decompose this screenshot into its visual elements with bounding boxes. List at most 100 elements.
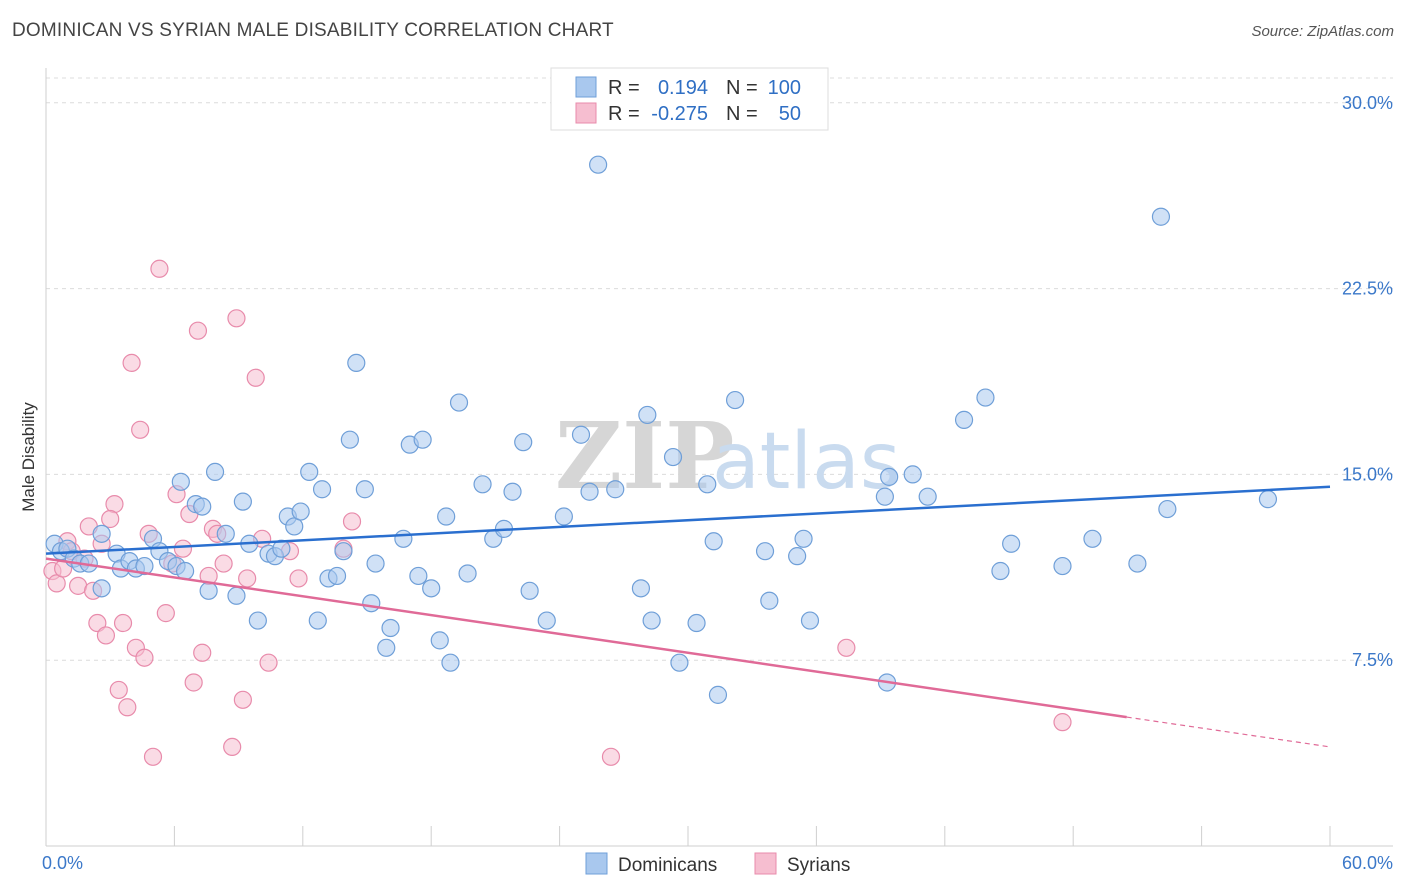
- legend-r-value-2: -0.275: [651, 103, 708, 125]
- dominicans-point: [355, 480, 374, 499]
- legend-r-value-1: 0.194: [658, 77, 708, 99]
- legend-n-label-1: N =: [726, 77, 758, 99]
- dominicans-point: [687, 613, 706, 633]
- syrians-point: [113, 613, 133, 633]
- syrians-point: [131, 420, 150, 439]
- dominicans-point: [233, 492, 252, 511]
- bottom-legend: Dominicans Syrians: [585, 852, 850, 876]
- dominicans-point: [216, 524, 235, 543]
- syrians-point: [601, 747, 621, 766]
- dominicans-point: [449, 393, 469, 412]
- syrians-point: [173, 539, 193, 558]
- y-axis-title: Male Disability: [19, 402, 38, 512]
- x-tick-label-max: 60.0%: [1342, 853, 1393, 873]
- dominicans-point: [1128, 554, 1147, 573]
- dominicans-point: [503, 482, 522, 501]
- dominicans-point: [409, 566, 428, 586]
- syrians-point: [118, 698, 137, 717]
- dominicans-point: [473, 475, 492, 494]
- dominicans-point: [875, 487, 894, 506]
- dominicans-point: [1151, 207, 1171, 226]
- dominicans-point: [537, 611, 556, 630]
- legend-n-label-2: N =: [726, 103, 758, 125]
- dominicans-point: [520, 581, 539, 600]
- syrians-point: [184, 673, 203, 692]
- bottom-legend-dominicans: Dominicans: [618, 855, 717, 876]
- dominicans-point: [227, 586, 246, 605]
- bottom-legend-swatch-dominicans: [585, 852, 608, 875]
- axes: [45, 68, 1393, 847]
- dominicans-point: [92, 579, 111, 598]
- dominicans-point: [880, 467, 899, 486]
- syrians-point: [223, 737, 242, 757]
- dominicans-point: [422, 579, 441, 598]
- bottom-legend-syrians: Syrians: [787, 855, 850, 876]
- syrians-point: [214, 554, 233, 573]
- dominicans-point: [347, 353, 366, 373]
- dominicans-point: [394, 529, 413, 548]
- syrians-point: [289, 569, 308, 588]
- syrians-point: [233, 690, 252, 709]
- syrians-point: [837, 638, 856, 657]
- dominicans-point: [441, 653, 460, 672]
- dominicans-point: [171, 472, 190, 491]
- dominicans-point: [514, 433, 533, 452]
- dominicans-point: [800, 611, 820, 630]
- dominicans-point: [413, 430, 432, 449]
- dominicans-point: [458, 564, 477, 583]
- dominicans-point: [606, 480, 625, 499]
- dominicans-point: [312, 480, 332, 499]
- dominicans-point: [708, 685, 728, 704]
- legend-r-label-2: R =: [608, 103, 640, 125]
- dominicans-point: [918, 487, 937, 506]
- dominicans-point: [291, 502, 310, 521]
- dominicans-point: [199, 581, 218, 600]
- legend-n-value-2: 50: [779, 103, 801, 125]
- dominicans-point: [554, 507, 573, 526]
- dominicans-point: [571, 425, 591, 444]
- dominicans-point: [580, 482, 599, 501]
- dominicans-point: [381, 618, 400, 638]
- syrians-point: [101, 509, 120, 529]
- dominicans-point: [903, 465, 922, 484]
- dominicans-point: [1053, 556, 1072, 576]
- dominicans-point: [334, 542, 353, 561]
- legend: R = 0.194 N = 100 R = -0.275 N = 50: [550, 67, 829, 131]
- syrians-point: [122, 353, 141, 373]
- dominicans-point: [642, 611, 661, 630]
- syrians-point: [342, 512, 362, 531]
- dominicans-point: [1002, 534, 1021, 553]
- dominicans-point: [954, 410, 974, 429]
- syrians-point: [143, 747, 163, 766]
- watermark-atlas: atlas: [712, 417, 901, 507]
- dominicans-point: [327, 566, 347, 586]
- dominicans-point: [430, 631, 449, 650]
- y-tick-label: 22.5%: [1342, 279, 1393, 299]
- syrians-point: [193, 643, 212, 662]
- syrians-point: [150, 259, 169, 278]
- legend-swatch-syrians: [575, 102, 597, 124]
- source-label: Source: ZipAtlas.com: [1251, 23, 1394, 40]
- syrians-point: [88, 613, 107, 633]
- legend-swatch-dominicans: [575, 76, 597, 98]
- syrians-trend-line-extension: [1126, 716, 1331, 748]
- dominicans-point: [631, 579, 651, 598]
- dominicans-point: [92, 524, 111, 543]
- syrians-point: [96, 626, 116, 645]
- syrians-point: [135, 648, 154, 667]
- syrians-point: [227, 309, 246, 328]
- dominicans-point: [1083, 529, 1102, 548]
- dominicans-point: [760, 591, 779, 610]
- y-tick-label: 7.5%: [1352, 650, 1393, 670]
- dominicans-point: [589, 155, 608, 174]
- dominicans-point: [638, 405, 657, 425]
- dominicans-point: [755, 542, 775, 561]
- legend-n-value-1: 100: [768, 77, 801, 99]
- legend-box: [550, 67, 829, 131]
- syrians-point: [156, 604, 175, 623]
- syrians-point: [259, 653, 278, 672]
- dominicans-point: [362, 594, 381, 613]
- dominicans-point: [1258, 490, 1278, 509]
- dominicans-point: [135, 556, 154, 576]
